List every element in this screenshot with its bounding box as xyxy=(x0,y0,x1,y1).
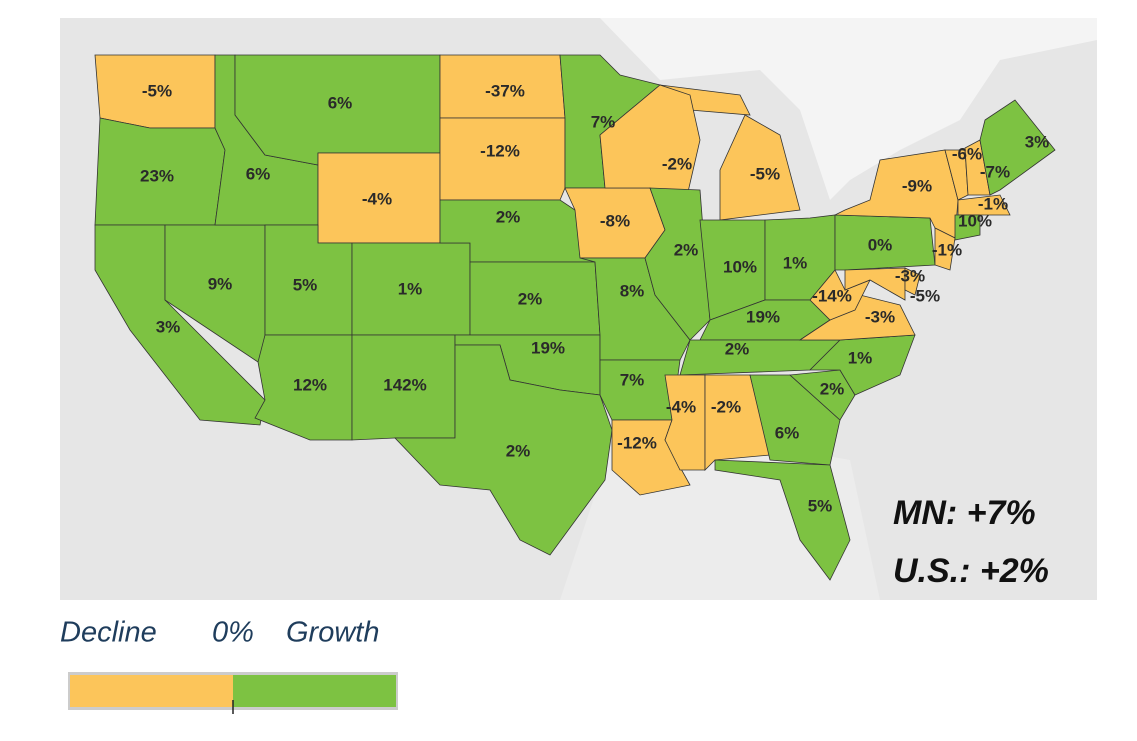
basemap-north xyxy=(600,18,1097,200)
state-label: -9% xyxy=(902,176,932,195)
state-label: 6% xyxy=(775,423,800,442)
state-label: -1% xyxy=(978,194,1008,213)
state-label: 6% xyxy=(246,164,271,183)
legend-decline: Decline xyxy=(60,617,157,649)
legend-decline-swatch xyxy=(70,675,233,707)
state-label: 2% xyxy=(725,339,750,358)
state-label: 1% xyxy=(783,253,808,272)
state-label: -1% xyxy=(932,240,962,259)
state-label: 6% xyxy=(328,93,353,112)
state-label: -12% xyxy=(617,433,657,452)
state-label: -7% xyxy=(980,162,1010,181)
state-label: 3% xyxy=(1025,132,1050,151)
state xyxy=(749,374,841,466)
state xyxy=(719,114,801,221)
state xyxy=(394,344,613,556)
state-label: -5% xyxy=(910,286,940,305)
state-label: 2% xyxy=(518,289,543,308)
state-label: 1% xyxy=(398,279,423,298)
state-label: 5% xyxy=(293,275,318,294)
state xyxy=(439,117,566,201)
state-label: -2% xyxy=(662,154,692,173)
legend-growth: Growth xyxy=(286,617,379,649)
state-label: -4% xyxy=(666,397,696,416)
state-label: -3% xyxy=(865,307,895,326)
state-label: 23% xyxy=(140,166,174,185)
state-label: -5% xyxy=(142,81,172,100)
state xyxy=(979,99,1056,196)
state-label: -14% xyxy=(812,286,852,305)
state-label: 10% xyxy=(723,257,757,276)
state-label: 0% xyxy=(868,235,893,254)
state xyxy=(844,267,906,301)
state-label: -8% xyxy=(600,211,630,230)
state-label: 2% xyxy=(674,240,699,259)
state-label: 1% xyxy=(848,348,873,367)
state xyxy=(714,459,851,581)
state xyxy=(957,194,1011,216)
annotation: U.S.: +2% xyxy=(893,552,1049,590)
state-label: 8% xyxy=(620,281,645,300)
state-label: 142% xyxy=(383,375,426,394)
states xyxy=(94,54,1056,581)
legend-growth-swatch xyxy=(233,675,396,707)
state-label: 10% xyxy=(958,211,992,230)
state xyxy=(904,267,921,296)
state-label: -2% xyxy=(711,397,741,416)
state-label: 7% xyxy=(620,370,645,389)
state-label: -12% xyxy=(480,141,520,160)
state-label: 2% xyxy=(506,441,531,460)
state-label: 12% xyxy=(293,375,327,394)
state-label: 7% xyxy=(591,112,616,131)
state-label: -5% xyxy=(750,164,780,183)
state xyxy=(704,374,771,471)
state xyxy=(934,227,956,271)
state-label: -4% xyxy=(362,189,392,208)
state-label: -6% xyxy=(952,144,982,163)
state-label: 3% xyxy=(156,317,181,336)
state-label: -3% xyxy=(895,266,925,285)
state-label: 19% xyxy=(746,307,780,326)
state-label: -37% xyxy=(485,81,525,100)
legend-zero: 0% xyxy=(212,617,254,649)
state-label: 5% xyxy=(808,496,833,515)
state-labels: -5% 23% 3% 9% 6% 6% -4% 5% 1% 12% 142% -37% -12% 2% 2%… xyxy=(140,81,1049,515)
state-label: 2% xyxy=(820,379,845,398)
state-label: 19% xyxy=(531,338,565,357)
annotation: MN: +7% xyxy=(893,494,1036,532)
state-label: 9% xyxy=(208,274,233,293)
state-label: 2% xyxy=(496,207,521,226)
state xyxy=(954,214,981,241)
state xyxy=(644,187,711,341)
